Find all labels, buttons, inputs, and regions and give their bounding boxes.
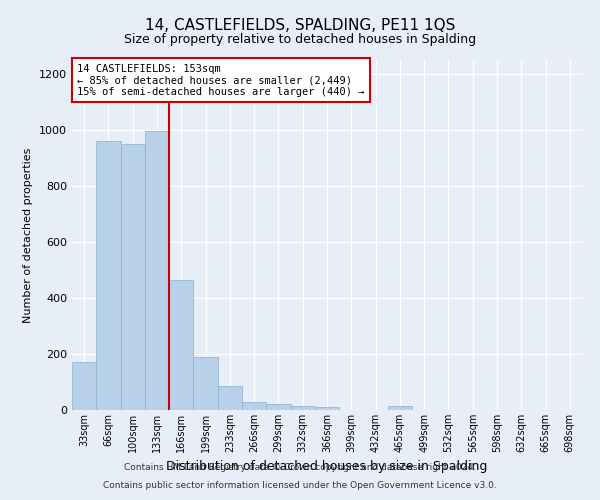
Bar <box>242 402 266 410</box>
Bar <box>121 144 145 410</box>
Bar <box>315 407 339 410</box>
Bar <box>169 280 193 410</box>
Text: Size of property relative to detached houses in Spalding: Size of property relative to detached ho… <box>124 32 476 46</box>
Text: 14 CASTLEFIELDS: 153sqm
← 85% of detached houses are smaller (2,449)
15% of semi: 14 CASTLEFIELDS: 153sqm ← 85% of detache… <box>77 64 365 96</box>
Bar <box>145 132 169 410</box>
Bar <box>388 406 412 410</box>
Bar <box>72 362 96 410</box>
Text: Contains public sector information licensed under the Open Government Licence v3: Contains public sector information licen… <box>103 480 497 490</box>
X-axis label: Distribution of detached houses by size in Spalding: Distribution of detached houses by size … <box>166 460 488 473</box>
Text: Contains HM Land Registry data © Crown copyright and database right 2024.: Contains HM Land Registry data © Crown c… <box>124 463 476 472</box>
Y-axis label: Number of detached properties: Number of detached properties <box>23 148 34 322</box>
Bar <box>96 141 121 410</box>
Bar <box>193 357 218 410</box>
Bar <box>290 406 315 410</box>
Text: 14, CASTLEFIELDS, SPALDING, PE11 1QS: 14, CASTLEFIELDS, SPALDING, PE11 1QS <box>145 18 455 32</box>
Bar <box>266 404 290 410</box>
Bar <box>218 386 242 410</box>
